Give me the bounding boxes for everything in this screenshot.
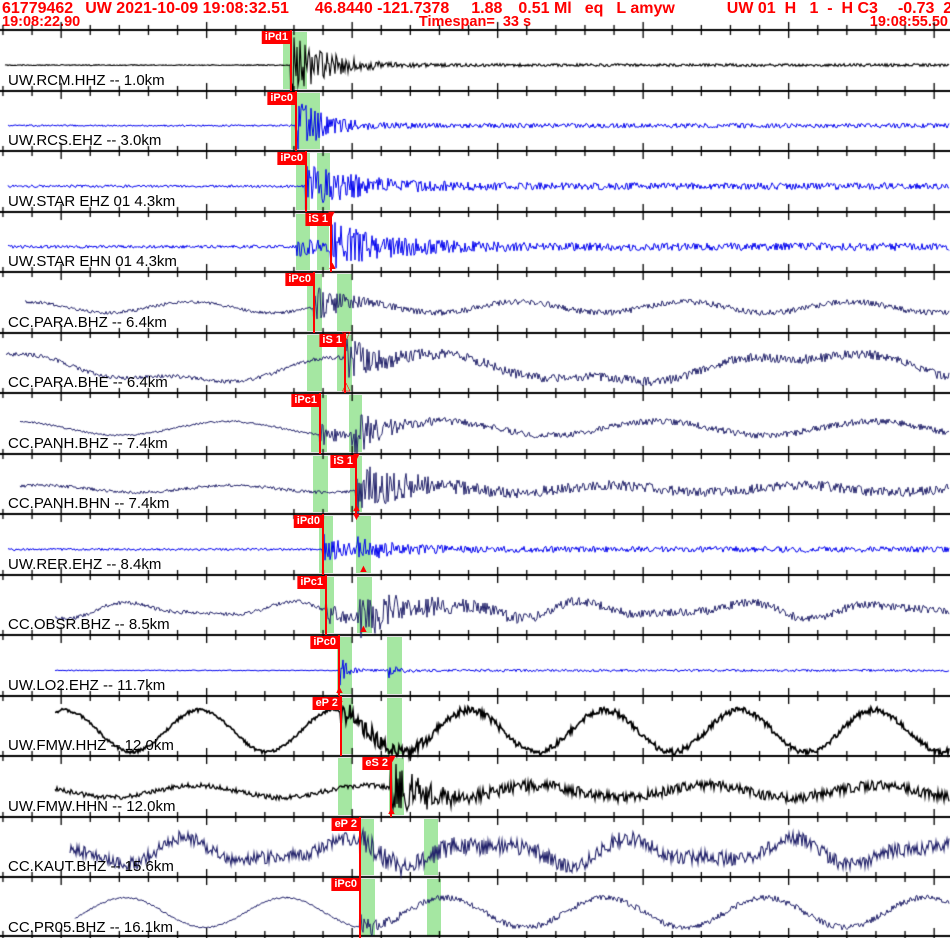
seismogram-viewer: 61779462 UW 2021-10-09 19:08:32.51 46.84… <box>0 0 950 938</box>
waveform-canvas[interactable] <box>0 0 950 938</box>
